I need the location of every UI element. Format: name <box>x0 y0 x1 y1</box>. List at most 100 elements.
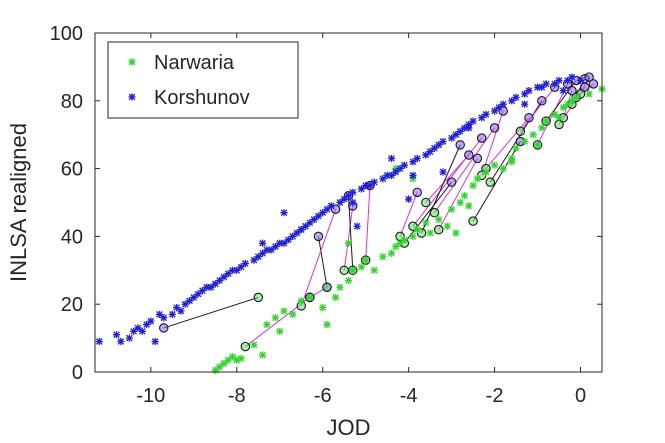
legend-marker-narwaria <box>128 58 136 66</box>
y-tick-label: 100 <box>50 23 83 45</box>
legend-label-korshunov: Korshunov <box>154 87 250 109</box>
pair-marker <box>567 85 577 96</box>
legend-marker-korshunov <box>128 93 136 101</box>
narwaria-point <box>336 283 344 291</box>
korshunov-point <box>551 80 559 88</box>
korshunov-point <box>250 256 258 264</box>
pair-marker <box>429 207 440 218</box>
pair-marker <box>485 177 496 187</box>
korshunov-point <box>559 87 567 95</box>
korshunov-point <box>147 317 155 325</box>
korshunov-point <box>353 222 361 230</box>
narwaria-point <box>263 320 271 329</box>
narwaria-point <box>344 239 353 247</box>
korshunov-point <box>409 171 417 179</box>
narwaria-point <box>555 114 563 122</box>
korshunov-point <box>211 280 219 288</box>
narwaria-point <box>521 137 529 146</box>
korshunov-point <box>319 209 327 217</box>
korshunov-point <box>198 287 207 295</box>
narwaria-point <box>271 314 280 322</box>
pair-marker <box>240 341 251 352</box>
narwaria-point <box>448 205 456 213</box>
pair-line <box>485 117 530 169</box>
korshunov-point <box>349 188 357 196</box>
korshunov-point <box>512 93 520 102</box>
korshunov-point <box>379 175 387 183</box>
narwaria-point <box>456 198 464 207</box>
korshunov-point <box>233 266 241 274</box>
pair-line <box>300 209 337 307</box>
narwaria-point <box>344 276 353 285</box>
korshunov-point <box>254 253 262 261</box>
narwaria-point <box>469 181 477 190</box>
korshunov-point <box>160 314 168 322</box>
narwaria-point <box>426 229 434 237</box>
pair-line <box>365 185 371 261</box>
narwaria-point <box>379 253 387 261</box>
korshunov-point <box>426 148 434 156</box>
pair-marker <box>472 153 483 164</box>
korshunov-point <box>508 97 516 105</box>
korshunov-point <box>542 80 550 88</box>
x-tick-label: -4 <box>400 385 418 407</box>
korshunov-point <box>301 222 310 230</box>
narwaria-point <box>460 192 469 200</box>
narwaria-point <box>572 93 580 102</box>
legend-entries: Narwaria Korshunov <box>128 52 250 109</box>
korshunov-point <box>310 215 318 224</box>
korshunov-point <box>422 151 430 159</box>
pair-line <box>472 141 521 222</box>
pair-marker <box>421 197 431 208</box>
korshunov-point <box>314 212 323 220</box>
korshunov-point <box>340 195 348 203</box>
plot-frame <box>94 32 603 373</box>
narwaria-point <box>276 327 284 335</box>
korshunov-point <box>413 154 421 163</box>
korshunov-point <box>370 178 378 186</box>
korshunov-point <box>258 239 267 247</box>
x-tick-label: -10 <box>136 385 165 407</box>
narwaria-point <box>237 354 245 363</box>
legend-label-narwaria: Narwaria <box>154 52 235 74</box>
narwaria-point <box>220 359 228 368</box>
korshunov-point <box>521 90 529 98</box>
korshunov-point <box>533 83 542 91</box>
korshunov-point <box>142 320 151 329</box>
narwaria-point <box>332 293 340 302</box>
korshunov-point <box>469 117 477 125</box>
pair-line <box>317 236 328 288</box>
korshunov-point <box>306 219 314 227</box>
korshunov-point <box>134 324 142 332</box>
pair-marker <box>464 150 474 160</box>
korshunov-point <box>525 87 533 95</box>
korshunov-point <box>323 205 331 213</box>
korshunov-point <box>568 73 576 81</box>
narwaria-point <box>508 158 516 166</box>
narwaria-point <box>538 124 546 132</box>
narwaria-point <box>473 175 481 183</box>
korshunov-point <box>220 273 228 281</box>
narwaria-point <box>482 168 490 176</box>
korshunov-point <box>138 327 146 335</box>
narwaria-point <box>387 249 396 257</box>
korshunov-point <box>194 290 202 298</box>
korshunov-point <box>396 165 404 173</box>
korshunov-point <box>289 232 297 240</box>
narwaria-point <box>258 351 267 359</box>
narwaria-point <box>280 307 288 315</box>
x-axis-label: JOD <box>327 415 371 440</box>
axes-layer <box>94 32 603 373</box>
korshunov-point <box>366 181 374 190</box>
korshunov-point <box>495 103 503 112</box>
korshunov-point <box>490 107 499 115</box>
narwaria-point <box>370 266 378 274</box>
korshunov-point <box>439 137 447 146</box>
korshunov-point <box>405 195 413 203</box>
legend: Narwaria Korshunov <box>107 41 299 119</box>
narwaria-point <box>452 229 460 237</box>
korshunov-point <box>95 337 103 346</box>
narwaria-point <box>400 236 408 244</box>
pair-marker <box>253 292 264 303</box>
pair-marker <box>446 177 457 187</box>
